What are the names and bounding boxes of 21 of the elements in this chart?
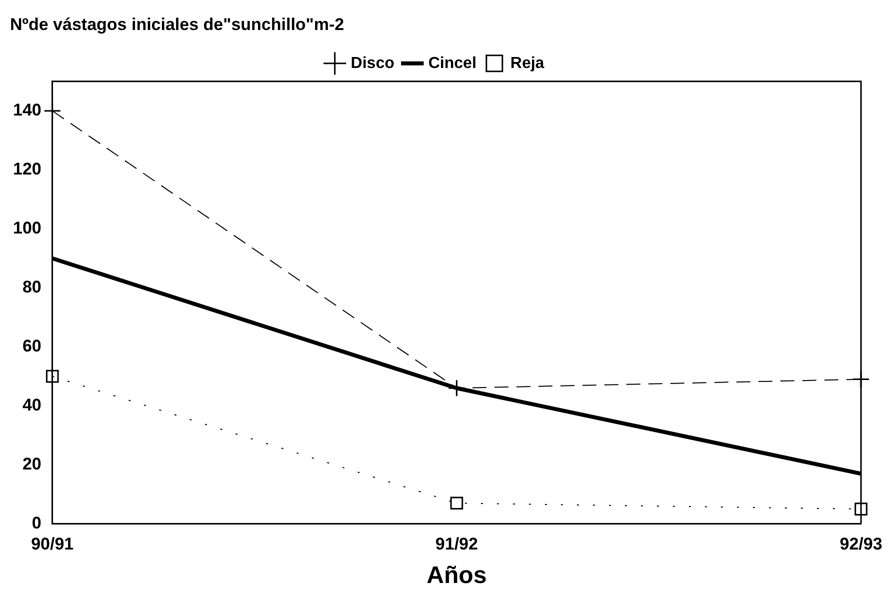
legend-label: Disco	[350, 54, 395, 72]
point	[46, 370, 59, 383]
x-axis-title: Años	[426, 562, 487, 590]
y-tick-label: 120	[12, 160, 42, 179]
y-tick-label: 80	[22, 278, 42, 297]
legend-label: Cincel	[428, 54, 476, 72]
y-tick-label: 0	[32, 513, 42, 532]
y-tick-label: 40	[22, 396, 42, 415]
y-tick-label: 20	[22, 454, 42, 474]
x-tick-label: 90/91	[31, 534, 74, 554]
y-tick-label: 60	[22, 336, 42, 356]
x-tick-label: 91/92	[435, 534, 478, 554]
point	[854, 502, 868, 516]
y-tick-label: 100	[12, 218, 42, 238]
chart-title: Nºde vástagos iniciales de"sunchillo"m-2	[10, 14, 344, 34]
point	[450, 496, 464, 510]
point	[448, 379, 466, 397]
legend-label: Reja	[510, 54, 544, 72]
x-tick-label: 92/93	[840, 534, 882, 554]
y-tick-label: 140	[12, 100, 42, 120]
point	[44, 102, 62, 120]
